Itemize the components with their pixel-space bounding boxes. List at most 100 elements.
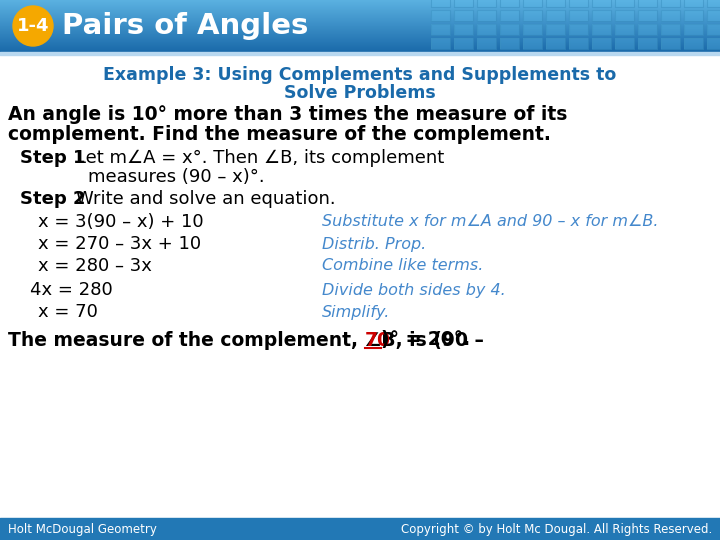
Bar (477, 10, 496, 21)
Bar (592, 0, 611, 7)
Text: The measure of the complement, ∠B, is (90 –: The measure of the complement, ∠B, is (9… (8, 330, 490, 349)
Bar (431, 38, 450, 49)
Text: Step 1: Step 1 (20, 149, 86, 167)
Bar (592, 10, 611, 21)
Bar (477, 38, 496, 49)
Bar (661, 38, 680, 49)
Bar (546, 0, 565, 7)
Bar (500, 10, 519, 21)
Bar (454, 10, 473, 21)
Bar (569, 0, 588, 7)
Bar (592, 24, 611, 35)
Bar (684, 24, 703, 35)
Bar (684, 38, 703, 49)
Bar (523, 0, 542, 7)
Bar (500, 38, 519, 49)
Bar (638, 0, 657, 7)
Bar (523, 38, 542, 49)
Bar (707, 0, 720, 7)
Bar (454, 10, 473, 21)
Text: 1-4: 1-4 (17, 17, 49, 35)
Bar (523, 38, 542, 49)
Text: Example 3: Using Complements and Supplements to: Example 3: Using Complements and Supplem… (104, 66, 616, 84)
Text: x = 3(90 – x) + 10: x = 3(90 – x) + 10 (38, 213, 204, 231)
Bar (523, 10, 542, 21)
Bar (638, 10, 657, 21)
Bar (500, 0, 519, 7)
Bar (707, 10, 720, 21)
Text: Distrib. Prop.: Distrib. Prop. (322, 237, 426, 252)
Bar (615, 0, 634, 7)
Text: x = 270 – 3x + 10: x = 270 – 3x + 10 (38, 235, 201, 253)
Bar (500, 10, 519, 21)
Bar (431, 38, 450, 49)
Bar (454, 0, 473, 7)
Bar (546, 24, 565, 35)
Bar (684, 10, 703, 21)
Bar (707, 24, 720, 35)
Text: Simplify.: Simplify. (322, 305, 390, 320)
Bar (684, 24, 703, 35)
Text: Pairs of Angles: Pairs of Angles (62, 12, 308, 40)
Bar (569, 24, 588, 35)
Bar (661, 24, 680, 35)
Text: Write and solve an equation.: Write and solve an equation. (76, 190, 336, 208)
Text: 70: 70 (365, 330, 391, 349)
Bar (500, 0, 519, 7)
Bar (615, 38, 634, 49)
Bar (431, 0, 450, 7)
Bar (569, 24, 588, 35)
Bar (707, 24, 720, 35)
Bar (638, 10, 657, 21)
Bar (684, 38, 703, 49)
Text: Substitute x for m∠A and 90 – x for m∠B.: Substitute x for m∠A and 90 – x for m∠B. (322, 214, 659, 230)
Bar (592, 0, 611, 7)
Bar (615, 24, 634, 35)
Text: Let m∠A = x°. Then ∠B, its complement: Let m∠A = x°. Then ∠B, its complement (76, 149, 444, 167)
Bar (546, 10, 565, 21)
Text: 4x = 280: 4x = 280 (30, 281, 113, 299)
Bar (615, 38, 634, 49)
Bar (661, 10, 680, 21)
Bar (431, 24, 450, 35)
Text: complement. Find the measure of the complement.: complement. Find the measure of the comp… (8, 125, 551, 144)
Bar (477, 10, 496, 21)
Bar (661, 0, 680, 7)
Bar (523, 24, 542, 35)
Text: x = 70: x = 70 (38, 303, 98, 321)
Text: Holt McDougal Geometry: Holt McDougal Geometry (8, 523, 157, 536)
Text: Combine like terms.: Combine like terms. (322, 259, 483, 273)
Bar (707, 0, 720, 7)
Bar (477, 24, 496, 35)
Text: Step 2: Step 2 (20, 190, 86, 208)
Bar (546, 38, 565, 49)
Bar (523, 24, 542, 35)
Bar (477, 0, 496, 7)
Text: Copyright © by Holt Mc Dougal. All Rights Reserved.: Copyright © by Holt Mc Dougal. All Right… (401, 523, 712, 536)
Bar (431, 10, 450, 21)
Text: An angle is 10° more than 3 times the measure of its: An angle is 10° more than 3 times the me… (8, 105, 567, 125)
Bar (431, 24, 450, 35)
Bar (477, 0, 496, 7)
Bar (592, 10, 611, 21)
Bar (661, 38, 680, 49)
Bar (638, 38, 657, 49)
Bar (638, 0, 657, 7)
Bar (431, 10, 450, 21)
Bar (569, 10, 588, 21)
Bar (661, 0, 680, 7)
Bar (615, 0, 634, 7)
Bar (454, 38, 473, 49)
Bar (454, 38, 473, 49)
Bar (546, 38, 565, 49)
Text: measures (90 – x)°.: measures (90 – x)°. (88, 168, 265, 186)
Bar (661, 10, 680, 21)
Bar (477, 38, 496, 49)
Bar (592, 38, 611, 49)
Bar (431, 0, 450, 7)
Bar (638, 24, 657, 35)
Bar (569, 38, 588, 49)
Bar (546, 24, 565, 35)
Bar (707, 38, 720, 49)
Bar (684, 0, 703, 7)
